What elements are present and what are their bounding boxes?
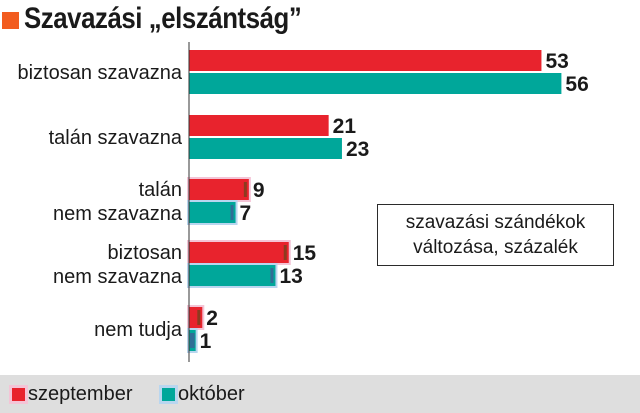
category-label: nem szavazna: [53, 266, 183, 288]
data-label: 15: [293, 242, 317, 265]
bar-end-mark: [270, 268, 274, 283]
data-label: 23: [346, 138, 369, 161]
data-label: 53: [545, 50, 568, 73]
legend-item-szeptember: szeptember: [12, 380, 133, 408]
data-label: 21: [333, 115, 357, 138]
data-label: 2: [206, 307, 218, 330]
title-accent-square: [2, 12, 19, 29]
bar-end-mark: [243, 182, 247, 197]
bar-szeptember: [189, 50, 542, 71]
category-label: nem szavazna: [53, 203, 183, 225]
bar-szeptember: [189, 179, 249, 200]
note-box: szavazási szándékok változása, százalék: [377, 204, 614, 266]
data-label: 9: [253, 179, 265, 202]
bar-end-mark: [283, 245, 287, 260]
legend: szeptember október: [0, 375, 640, 413]
category-label: biztosan szavazna: [17, 62, 182, 84]
legend-swatch-szeptember: [12, 387, 25, 401]
bar-end-mark: [197, 310, 201, 325]
legend-item-oktober: október: [162, 380, 245, 408]
bar-október: [189, 138, 342, 159]
category-label: biztosan: [108, 242, 183, 264]
note-line-2: változása, százalék: [413, 237, 578, 258]
category-label: talán szavazna: [49, 127, 183, 149]
category-label: nem tudja: [94, 319, 183, 341]
bar-október: [189, 265, 276, 286]
title-row: Szavazási „elszántság”: [0, 0, 640, 42]
bar-szeptember: [189, 242, 289, 263]
bar-szeptember: [189, 115, 329, 136]
legend-label-szeptember: szeptember: [28, 382, 133, 405]
bar-end-mark: [230, 205, 234, 220]
note-line-1: szavazási szándékok: [405, 212, 586, 233]
bar-szeptember: [189, 307, 203, 328]
chart-title: Szavazási „elszántság”: [24, 2, 302, 35]
bar-end-mark: [190, 333, 195, 348]
data-label: 7: [240, 202, 252, 225]
legend-swatch-oktober: [162, 387, 175, 401]
legend-label-oktober: október: [178, 382, 245, 405]
bar-október: [189, 73, 562, 94]
bar-október: [189, 202, 236, 223]
data-label: 1: [200, 330, 212, 353]
data-label: 13: [279, 265, 302, 288]
category-label: talán: [139, 179, 182, 201]
data-label: 56: [565, 73, 588, 96]
